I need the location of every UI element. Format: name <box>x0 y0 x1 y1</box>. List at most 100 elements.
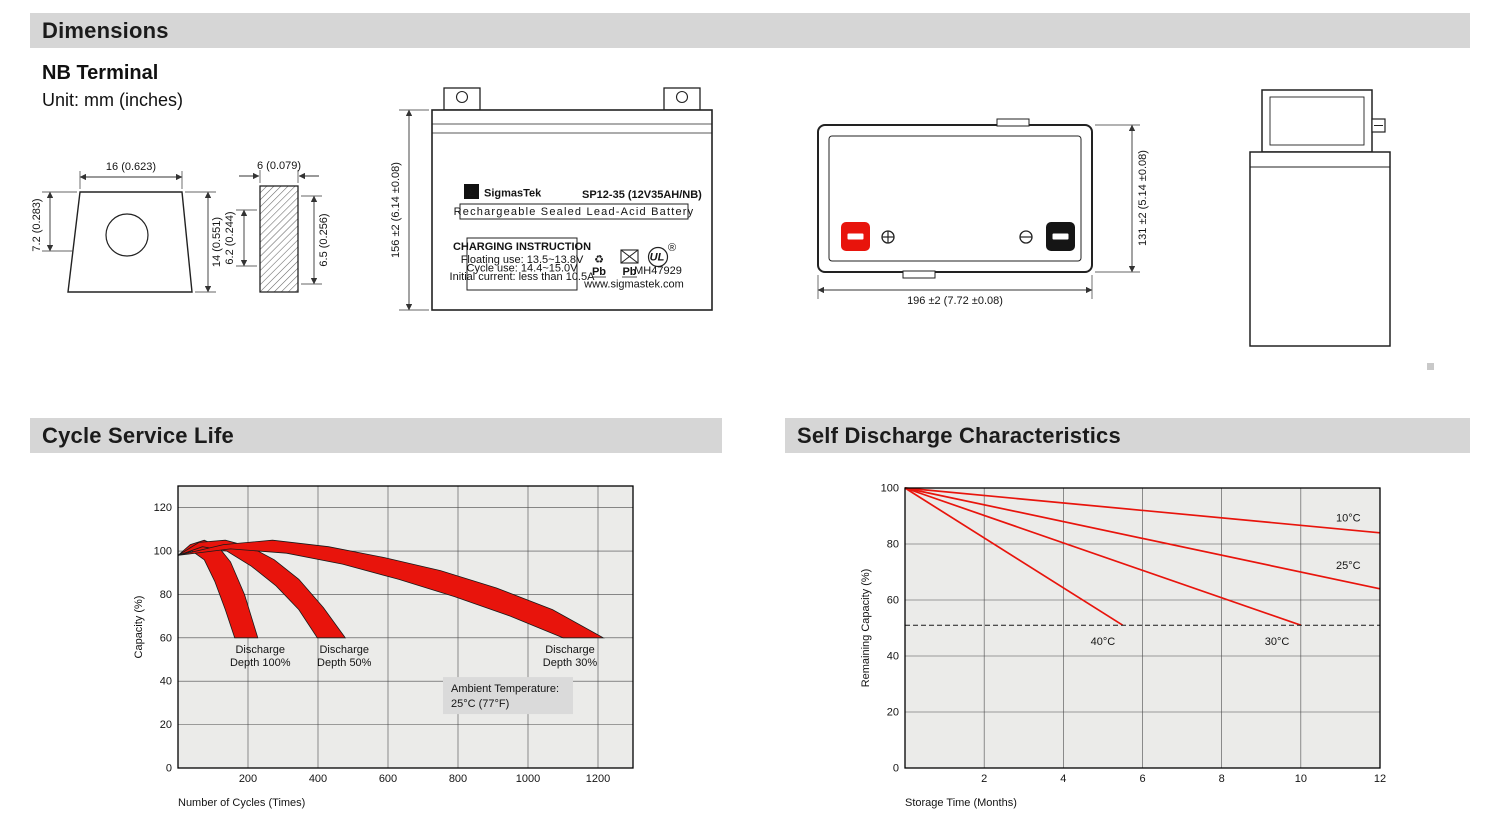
battery-top-view: 196 ±2 (7.72 ±0.08) 131 ±2 (5.14 ±0.08) <box>817 118 1149 307</box>
terminal-section-hatch <box>259 185 299 293</box>
y-tick-label: 20 <box>160 719 172 731</box>
annotation-text: 25°C (77°F) <box>451 698 509 710</box>
x-tick-label: 4 <box>1060 773 1066 785</box>
battery-type-label: Rechargeable Sealed Lead-Acid Battery <box>454 206 695 218</box>
band-label: Discharge <box>235 644 285 656</box>
dimension-drawings: 16 (0.623) 7.2 (0.283) 14 (0.551) 6 (0.0… <box>31 87 1391 347</box>
discharge-band-1 <box>177 539 347 639</box>
x-tick-label: 400 <box>309 773 327 785</box>
x-tick-label: 600 <box>379 773 397 785</box>
x-tick-label: 2 <box>981 773 987 785</box>
y-tick-label: 80 <box>160 589 172 601</box>
recycle-icon: ♻ <box>594 254 604 266</box>
model-number: SP12-35 (12V35AH/NB) <box>582 189 702 201</box>
series-label: 30°C <box>1265 636 1290 648</box>
ul-mark-icon: UL ® MH47929 <box>634 242 682 277</box>
terminal-hole-right <box>675 90 689 104</box>
x-axis-label: Number of Cycles (Times) <box>178 797 305 809</box>
discharge-band-2 <box>177 539 605 639</box>
pb-label-1: Pb <box>592 266 606 278</box>
annotation-box <box>443 677 573 715</box>
x-tick-label: 8 <box>1219 773 1225 785</box>
charging-line-1: Floating use: 13.5~13.8V <box>461 254 584 266</box>
charging-instruction-box <box>466 237 578 291</box>
x-axis-label: Storage Time (Months) <box>905 797 1017 809</box>
x-tick-label: 6 <box>1139 773 1145 785</box>
y-tick-label: 120 <box>154 502 172 514</box>
unit-note: Unit: mm (inches) <box>42 90 184 110</box>
section-header-self-discharge: Self Discharge Characteristics <box>785 418 1470 453</box>
series-10°C <box>904 487 1381 534</box>
band-label: Discharge <box>319 644 369 656</box>
x-tick-label: 800 <box>449 773 467 785</box>
self-discharge-chart: 10°C 25°C 30°C 40°C 2 4 6 8 10 12 0 20 40 60 80 100 Stor… <box>860 483 1386 810</box>
y-tick-label: 100 <box>881 483 899 495</box>
terminal-type-heading: NB Terminal <box>42 62 159 84</box>
side-terminal-housing <box>1261 89 1373 153</box>
battery-front-view: Σ SigmasTek SP12-35 (12V35AH/NB) Recharg… <box>390 87 713 311</box>
x-tick-label: 10 <box>1295 773 1307 785</box>
x-tick-label: 200 <box>239 773 257 785</box>
band-label: Discharge <box>545 644 595 656</box>
y-tick-label: 0 <box>893 763 899 775</box>
y-tick-label: 40 <box>887 651 899 663</box>
y-tick-label: 60 <box>887 595 899 607</box>
website: www.sigmastek.com <box>583 279 684 291</box>
terminal-front-view: 16 (0.623) 7.2 (0.283) 14 (0.551) <box>31 161 223 293</box>
discharge-band-0 <box>177 539 259 639</box>
series-label: 40°C <box>1091 636 1116 648</box>
series-label: 25°C <box>1336 560 1361 572</box>
section-header-dimensions: Dimensions <box>30 13 1470 48</box>
page-artifact-mark <box>1427 363 1434 370</box>
band-label: Depth 100% <box>230 657 291 669</box>
plot-frame <box>177 485 634 769</box>
series-40°C <box>904 487 1124 626</box>
dim-terminal-thickness: 6 (0.079) <box>257 160 301 172</box>
x-tick-label: 12 <box>1374 773 1386 785</box>
section-header-cycle-life: Cycle Service Life <box>30 418 722 453</box>
dim-terminal-outer-height: 6.5 (0.256) <box>318 213 330 266</box>
y-axis-label: Remaining Capacity (%) <box>860 569 872 688</box>
self-discharge-title: Self Discharge Characteristics <box>797 422 1121 448</box>
band-label: Depth 50% <box>317 657 372 669</box>
series-30°C <box>904 487 1302 627</box>
y-tick-label: 80 <box>887 539 899 551</box>
sigmastek-logo-mark <box>464 184 479 199</box>
minus-symbol-icon <box>1019 230 1033 244</box>
dim-terminal-total-height: 14 (0.551) <box>211 217 223 267</box>
dimensions-title: Dimensions <box>42 17 169 43</box>
y-tick-label: 40 <box>160 676 172 688</box>
terminal-bolt-hole <box>105 213 149 257</box>
dim-top-depth: 131 ±2 (5.14 ±0.08) <box>1137 150 1149 246</box>
registered-mark: ® <box>668 242 676 254</box>
side-body <box>1249 151 1391 347</box>
y-axis-label: Capacity (%) <box>133 596 145 659</box>
band-label: Depth 30% <box>543 657 598 669</box>
brand-name: SigmasTek <box>484 188 542 200</box>
ul-file-code: MH47929 <box>634 265 682 277</box>
plus-symbol-icon <box>881 230 895 244</box>
annotation-text: Ambient Temperature: <box>451 683 559 695</box>
charging-line-2: Cycle use: 14.4~15.0V <box>467 263 579 275</box>
dim-top-width: 196 ±2 (7.72 ±0.08) <box>907 295 1003 307</box>
dim-terminal-inner-height: 6.2 (0.244) <box>224 211 236 264</box>
dim-terminal-upper-height: 7.2 (0.283) <box>31 198 43 251</box>
y-tick-label: 100 <box>154 546 172 558</box>
y-tick-label: 0 <box>166 763 172 775</box>
x-tick-label: 1200 <box>586 773 610 785</box>
ul-text: UL <box>650 252 665 264</box>
series-label: 10°C <box>1336 513 1361 525</box>
sigma-icon: Σ <box>468 187 475 199</box>
charging-title: CHARGING INSTRUCTION <box>453 241 591 253</box>
pb-label-2: Pb <box>622 266 636 278</box>
y-tick-label: 20 <box>887 707 899 719</box>
plot-frame <box>904 487 1381 769</box>
dim-terminal-width: 16 (0.623) <box>106 161 156 173</box>
terminal-side-view: 6 (0.079) 6.2 (0.244) 6.5 (0.256) <box>224 160 330 293</box>
battery-body <box>431 109 713 311</box>
x-tick-label: 1000 <box>516 773 540 785</box>
cycle-life-title: Cycle Service Life <box>42 422 234 448</box>
terminal-hole-left <box>455 90 469 104</box>
charging-line-3: Initial current: less than 10.5A <box>450 271 596 283</box>
